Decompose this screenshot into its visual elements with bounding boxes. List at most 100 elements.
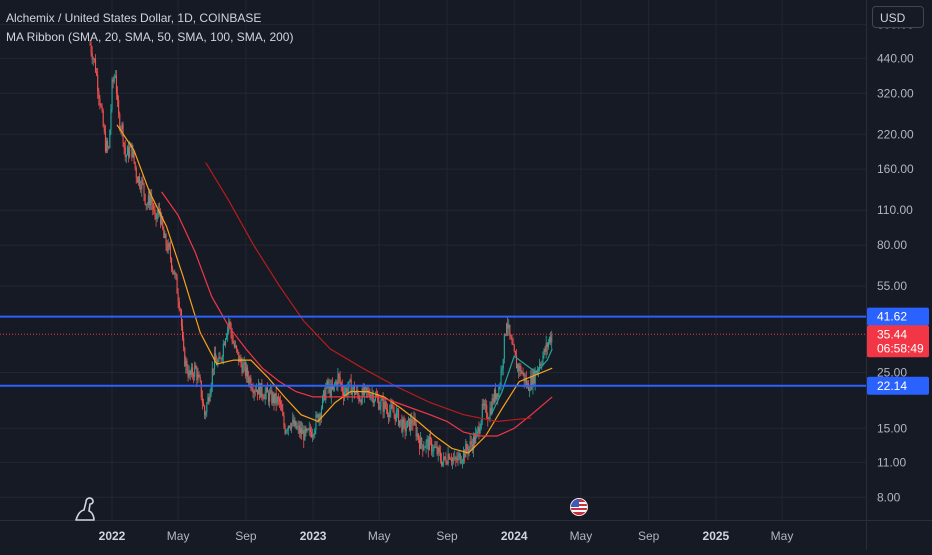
- candle-body: [550, 337, 552, 343]
- candle-body: [346, 388, 348, 395]
- candle-body: [512, 344, 514, 346]
- candle-body: [320, 408, 322, 418]
- candle-body: [338, 373, 340, 377]
- time-tick-label: May: [167, 529, 190, 543]
- candle-body: [179, 309, 181, 311]
- price-tick-label: 440.00: [877, 51, 914, 65]
- candle-body: [144, 194, 146, 204]
- indicator-title[interactable]: MA Ribbon (SMA, 20, SMA, 50, SMA, 100, S…: [6, 30, 294, 44]
- candle-body: [220, 358, 222, 360]
- candle-body: [111, 79, 113, 110]
- candle-body: [164, 234, 166, 239]
- candle-body: [420, 438, 422, 449]
- candle-body: [423, 448, 425, 451]
- candle-body: [212, 368, 214, 370]
- candle-body: [260, 383, 262, 398]
- candle-body: [380, 400, 382, 407]
- candle-body: [426, 439, 428, 442]
- candle-body: [464, 450, 466, 458]
- candle-body: [551, 334, 553, 343]
- candle-body: [431, 439, 433, 452]
- candle-body: [201, 397, 203, 403]
- candle-body: [411, 419, 413, 425]
- candle-body: [172, 268, 174, 271]
- candle-body: [545, 343, 547, 352]
- candle-body: [217, 360, 219, 366]
- candle-body: [251, 387, 253, 390]
- candle-body: [493, 389, 495, 403]
- candle-body: [93, 58, 95, 60]
- candle-body: [261, 383, 263, 396]
- candle-body: [219, 356, 221, 359]
- candle-body: [513, 345, 515, 352]
- candle-body: [139, 176, 141, 187]
- candle-body: [435, 446, 437, 448]
- candle-body: [394, 413, 396, 421]
- candle-body: [524, 378, 526, 382]
- candle-body: [314, 430, 316, 435]
- candle-body: [373, 400, 375, 403]
- candle-body: [372, 393, 374, 403]
- time-tick-label: 2025: [703, 529, 730, 543]
- candle-body: [349, 379, 351, 382]
- candle-body: [114, 75, 116, 78]
- us-flag-event-icon[interactable]: [570, 498, 588, 516]
- candle-body: [539, 364, 541, 369]
- candle-body: [424, 447, 426, 449]
- candle-body: [242, 364, 244, 373]
- candle-body: [226, 335, 228, 340]
- tradingview-logo-icon[interactable]: [72, 494, 102, 522]
- candle-body: [547, 341, 549, 347]
- candle-body: [417, 433, 419, 440]
- candle-body: [404, 422, 406, 432]
- candle-body: [131, 143, 133, 158]
- candle-body: [521, 372, 523, 374]
- candle-body: [543, 349, 545, 356]
- price-tick-label: 220.00: [877, 127, 914, 141]
- price-tick-label: 320.00: [877, 86, 914, 100]
- candle-body: [259, 383, 261, 398]
- symbol-title[interactable]: Alchemix / United States Dollar, 1D, COI…: [6, 11, 262, 25]
- candle-body: [104, 131, 106, 152]
- candle-body: [264, 392, 266, 400]
- currency-button[interactable]: USD: [872, 6, 924, 28]
- candle-body: [159, 211, 162, 225]
- price-tick-label: 160.00: [877, 162, 914, 176]
- candle-body: [478, 427, 480, 434]
- candle-body: [123, 142, 125, 147]
- candle-body: [477, 427, 479, 432]
- candle-body: [238, 351, 240, 362]
- candle-body: [444, 456, 446, 459]
- candle-body: [233, 343, 235, 347]
- candle-body: [366, 387, 368, 391]
- candle-body: [520, 365, 522, 374]
- candle-body: [185, 360, 187, 366]
- candle-body: [392, 407, 394, 413]
- candle-body: [90, 44, 92, 53]
- candle-body: [492, 398, 494, 403]
- candle-body: [483, 403, 486, 406]
- price-line-badge: [867, 376, 929, 395]
- candle-body: [486, 405, 488, 418]
- candle-body: [427, 439, 429, 451]
- candle-body: [157, 209, 159, 215]
- candle-body: [443, 456, 445, 462]
- candle-body: [218, 356, 220, 361]
- candle-body: [508, 324, 510, 329]
- candle-body: [358, 394, 360, 402]
- candle-body: [197, 374, 199, 380]
- candle-body: [227, 326, 229, 336]
- candle-body: [324, 390, 326, 400]
- candle-body: [188, 370, 190, 377]
- candle-body: [445, 458, 447, 464]
- candle-body: [221, 356, 223, 360]
- candle-body: [347, 388, 349, 395]
- candle-body: [248, 376, 250, 383]
- candle-body: [467, 449, 469, 453]
- candle-body: [191, 367, 194, 376]
- candle-body: [112, 79, 114, 82]
- candle-body: [510, 335, 512, 340]
